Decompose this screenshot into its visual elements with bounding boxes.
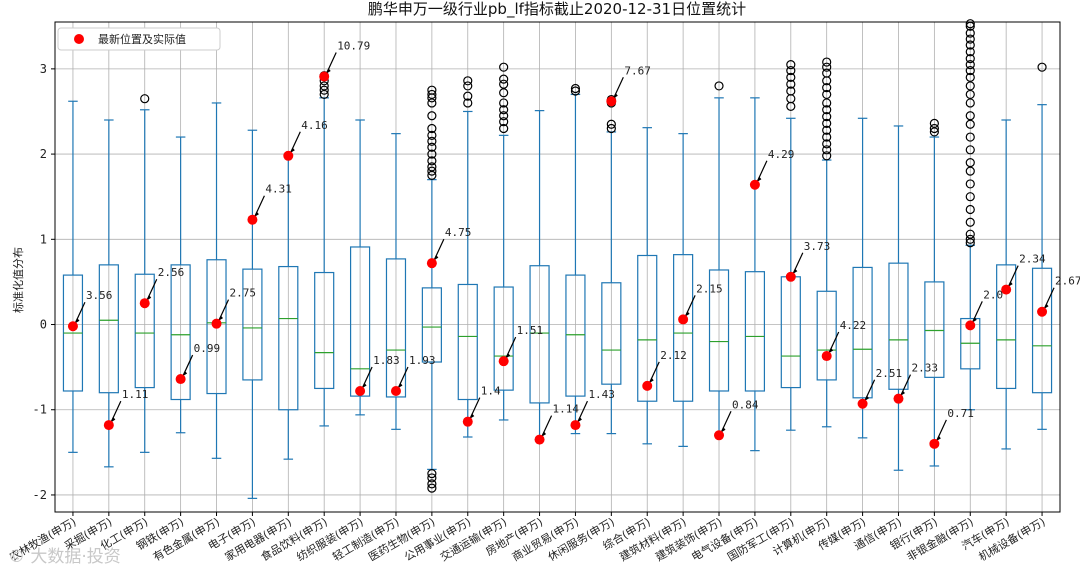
latest-value-label: 0.71 [947,407,974,420]
latest-point [140,298,150,308]
plot-frame [55,22,1060,512]
y-tick-label: 2 [40,147,47,161]
latest-value-label: 0.99 [194,342,221,355]
latest-value-label: 2.56 [158,266,185,279]
latest-value-label: 4.16 [301,119,328,132]
latest-point [104,420,114,430]
latest-value-label: 1.11 [122,388,149,401]
latest-point [678,314,688,324]
boxes [63,20,1051,499]
latest-value-label: 2.15 [696,282,723,295]
y-tick-label: -2 [33,488,47,502]
latest-points: 3.56 1.11 2.56 0.99 2.75 4.31 4.16 10.79 1.83 1.9… [68,40,1080,449]
latest-point [570,420,580,430]
latest-point [355,386,365,396]
latest-point [212,319,222,329]
latest-value-label: 3.56 [86,289,113,302]
latest-point [247,215,257,225]
axis-ticks: -2-10123农林牧渔(申万)采掘(申万)化工(申万)钢铁(申万)有色金属(申… [7,62,1048,564]
latest-value-label: 2.12 [660,349,687,362]
latest-point [606,96,616,106]
latest-point [499,356,509,366]
latest-point [714,430,724,440]
y-axis-label: 标准化值分布 [11,247,25,313]
latest-value-label: 2.33 [911,362,938,375]
latest-point [283,151,293,161]
latest-value-label: 1.51 [517,324,544,337]
y-tick-label: 3 [40,62,47,76]
latest-value-label: 2.34 [1019,253,1046,266]
latest-point [68,321,78,331]
latest-point [535,435,545,445]
grid [55,22,1060,512]
y-tick-label: 1 [40,232,47,246]
latest-value-label: 0.84 [732,398,759,411]
latest-value-label: 3.73 [804,240,831,253]
latest-value-label: 1.43 [588,388,615,401]
y-tick-label: 0 [40,318,47,332]
latest-point [965,320,975,330]
latest-value-label: 1.83 [373,354,400,367]
latest-value-label: 7.67 [624,64,651,77]
latest-value-label: 2.67 [1055,275,1080,288]
chart-title: 鹏华申万一级行业pb_lf指标截止2020-12-31日位置统计 [368,0,746,19]
latest-value-label: 1.14 [553,403,580,416]
latest-point [1001,285,1011,295]
latest-point [463,417,473,427]
latest-point [319,72,329,82]
latest-value-label: 4.31 [265,183,292,196]
legend-marker [74,34,84,44]
latest-point [176,374,186,384]
latest-point [427,258,437,268]
latest-value-label: 2.0 [983,288,1003,301]
latest-value-label: 4.75 [445,226,472,239]
latest-value-label: 2.51 [876,367,903,380]
latest-value-label: 2.75 [230,287,257,300]
latest-value-label: 4.29 [768,148,795,161]
latest-point [642,381,652,391]
legend: 最新位置及实际值 [58,28,220,50]
latest-point [750,180,760,190]
latest-value-label: 1.4 [481,385,501,398]
watermark: © 大数据·投资 [8,542,121,567]
latest-value-label: 10.79 [337,40,370,53]
latest-point [929,439,939,449]
y-tick-label: -1 [33,403,47,417]
latest-value-label: 1.93 [409,354,436,367]
latest-value-label: 4.22 [840,319,867,332]
latest-point [893,394,903,404]
latest-point [858,399,868,409]
latest-point [822,351,832,361]
legend-entry-latest: 最新位置及实际值 [98,32,186,46]
latest-point [1037,307,1047,317]
latest-point [391,386,401,396]
latest-point [786,272,796,282]
